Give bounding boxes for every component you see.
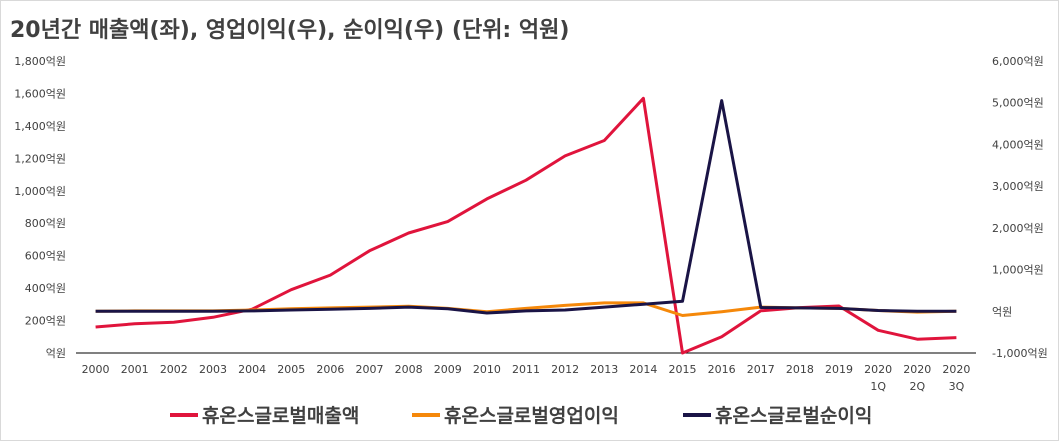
x-axis-tick-label: 2006	[316, 363, 344, 376]
x-axis-tick-label: 2011	[512, 363, 540, 376]
left-axis-tick-label: 1,400억원	[14, 120, 66, 133]
x-axis-tick-label: 2015	[669, 363, 697, 376]
left-axis-tick-label: 400억원	[25, 282, 66, 295]
x-axis-tick-label: 2020	[864, 363, 892, 376]
left-axis-tick-label: 1,200억원	[14, 152, 66, 165]
x-axis-tick-label: 1Q	[870, 380, 886, 393]
x-axis-tick-label: 2014	[629, 363, 657, 376]
x-axis-tick-label: 2005	[277, 363, 305, 376]
x-axis-tick-label: 2018	[786, 363, 814, 376]
left-axis-tick-label: 1,800억원	[14, 55, 66, 68]
series-line	[95, 96, 957, 355]
x-axis-tick-label: 2020	[942, 363, 970, 376]
right-axis-tick-label: 6,000억원	[992, 55, 1044, 68]
x-axis-tick-label: 2013	[590, 363, 618, 376]
left-axis-tick-label: 200억원	[25, 315, 66, 328]
x-axis-tick-label: 2012	[551, 363, 579, 376]
left-axis-tick-label: 600억원	[25, 250, 66, 263]
x-axis-tick-label: 2001	[121, 363, 149, 376]
x-axis-tick-label: 2017	[747, 363, 775, 376]
x-axis-tick-label: 2002	[160, 363, 188, 376]
x-axis-tick-label: 2Q	[909, 380, 925, 393]
x-axis-tick-label: 2000	[82, 363, 110, 376]
right-axis-tick-label: 5,000억원	[992, 97, 1044, 110]
x-axis-tick-label: 2003	[199, 363, 227, 376]
legend-label: 휴온스글로벌순이익	[715, 405, 872, 427]
right-axis-tick-label: 1,000억원	[992, 264, 1044, 277]
x-axis-tick-label: 2007	[355, 363, 383, 376]
right-axis-tick-label: 억원	[992, 305, 1012, 318]
x-axis-tick-label: 2010	[473, 363, 501, 376]
chart-title: 20년간 매출액(좌), 영업이익(우), 순이익(우) (단위: 억원)	[10, 18, 570, 43]
x-axis-tick-label: 2004	[238, 363, 266, 376]
right-axis-tick-label: 3,000억원	[992, 180, 1044, 193]
right-axis-tick-label: 2,000억원	[992, 222, 1044, 235]
x-axis-tick-label: 2019	[825, 363, 853, 376]
left-axis-tick-label: 1,000억원	[14, 185, 66, 198]
x-axis-tick-label: 2020	[903, 363, 931, 376]
x-axis-tick-label: 2009	[434, 363, 462, 376]
legend-label: 휴온스글로벌영업이익	[444, 405, 619, 427]
series-line	[95, 99, 957, 315]
x-axis-tick-label: 3Q	[949, 380, 965, 393]
x-axis-tick-label: 2008	[395, 363, 423, 376]
right-axis-tick-label: 4,000억원	[992, 138, 1044, 151]
right-axis-tick-label: -1,000억원	[992, 347, 1048, 360]
left-axis-tick-label: 1,600억원	[14, 87, 66, 100]
left-axis-tick-label: 800억원	[25, 217, 66, 230]
left-axis-tick-label: 억원	[46, 347, 66, 360]
legend-label: 휴온스글로벌매출액	[202, 405, 359, 427]
x-axis-tick-label: 2016	[708, 363, 736, 376]
